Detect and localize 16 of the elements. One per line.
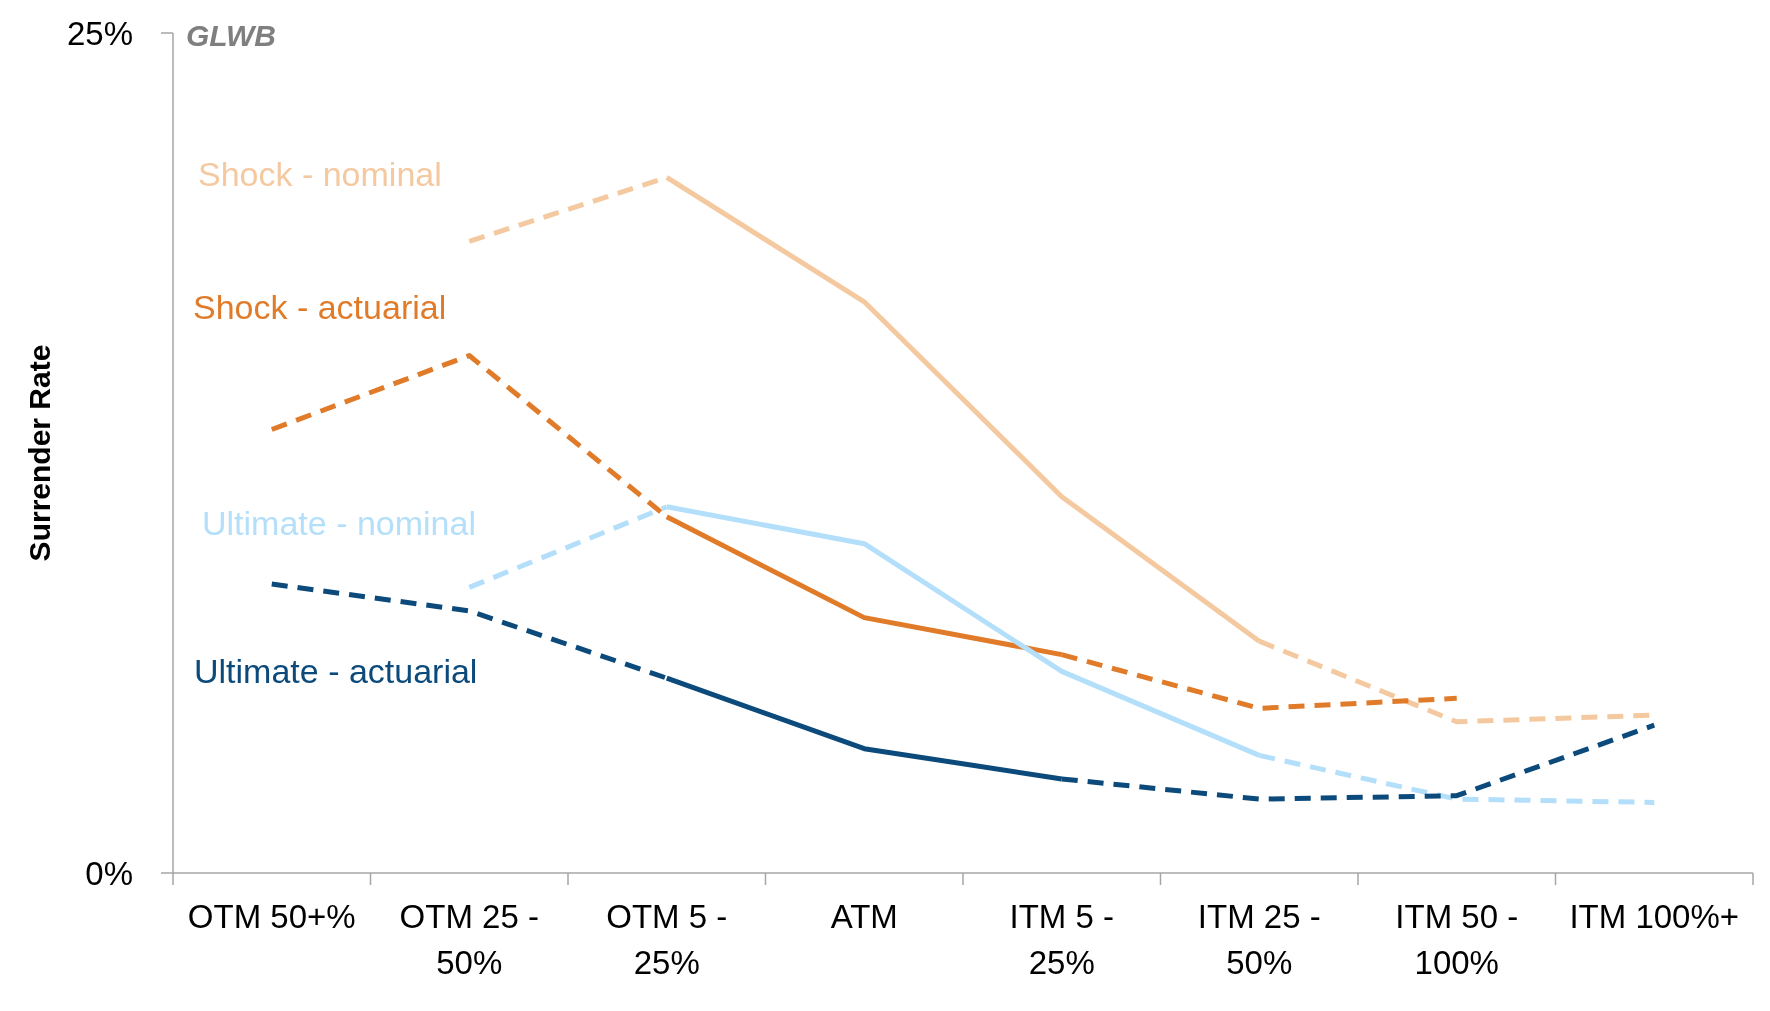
text: Ultimate - nominal	[202, 504, 476, 542]
y-tick-label: 25%	[66, 14, 133, 52]
x-tick-label: ITM 25 - 50%	[1197, 898, 1321, 982]
x-tick-label: ITM 100%+	[1569, 898, 1740, 935]
x-tick-label: OTM 50+%	[187, 898, 356, 935]
y-tick-label: 0%	[85, 854, 133, 892]
x-tick-label: ITM 50 - 100%	[1395, 898, 1519, 982]
text: Ultimate - actuarial	[194, 652, 478, 690]
text: Shock - nominal	[198, 155, 442, 193]
text: Shock - actuarial	[193, 288, 447, 326]
x-tick-label: ITM 5 - 25%	[1009, 898, 1114, 982]
chart-title: GLWB	[186, 19, 276, 52]
y-axis-title: Surrender Rate	[23, 344, 56, 562]
x-tick-label: ATM	[830, 898, 898, 935]
x-tick-label: OTM 5 - 25%	[606, 898, 728, 982]
x-tick-label: OTM 25 - 50%	[399, 898, 539, 982]
